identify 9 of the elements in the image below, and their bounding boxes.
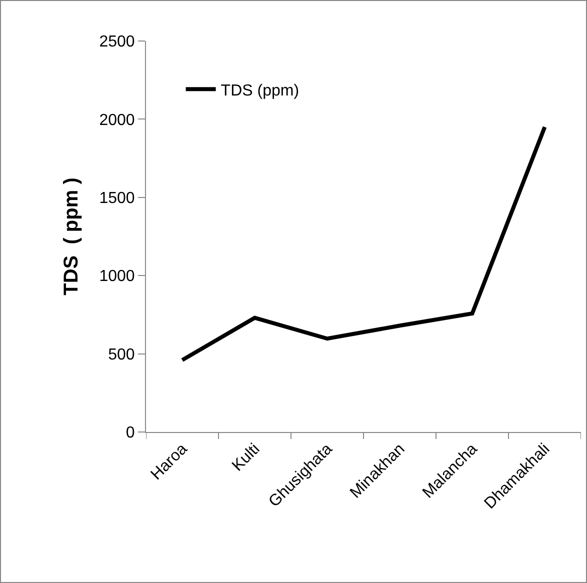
legend-label: TDS (ppm)	[220, 82, 300, 100]
y-tick-label: 500	[108, 346, 135, 364]
y-tick-label: 0	[126, 424, 135, 442]
y-tick-label: 1000	[99, 268, 135, 286]
line-series	[180, 125, 547, 362]
y-axis-title: TDS ( ppm )	[60, 178, 83, 296]
y-tick-label: 1500	[99, 190, 135, 207]
y-tick-label: 2000	[99, 112, 135, 129]
y-tick-label: 2500	[99, 34, 135, 51]
